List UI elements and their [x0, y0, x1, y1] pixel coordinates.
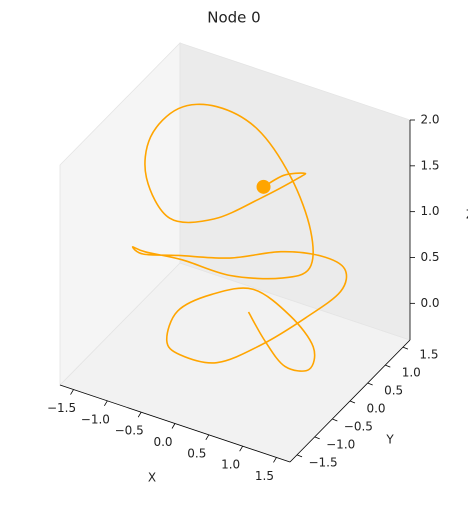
x-tick-label: −1.0 — [81, 412, 110, 426]
x-tick-label: −1.5 — [47, 401, 76, 415]
x-tick-label: −0.5 — [115, 424, 144, 438]
trajectory-line — [131, 103, 348, 372]
y-tick — [402, 346, 409, 350]
x-tick-label: 1.5 — [255, 469, 274, 483]
y-tick-label: 1.0 — [402, 366, 421, 380]
y-tick-label: 0.5 — [384, 384, 403, 398]
chart-title: Node 0 — [207, 9, 260, 27]
x-tick — [70, 389, 74, 395]
y-tick — [332, 418, 338, 422]
x-axis-label: X — [148, 471, 156, 485]
x-tick-label: 0.5 — [187, 446, 206, 460]
z-axis-label: Z — [466, 208, 468, 222]
trajectory-marker — [256, 179, 271, 194]
z-tick-label: 0.0 — [420, 296, 439, 310]
x-tick — [205, 434, 210, 441]
z-tick-label: 1.0 — [420, 204, 439, 218]
x-tick — [273, 457, 277, 463]
y-tick-label: 0.0 — [366, 402, 385, 416]
z-tick-label: 1.5 — [420, 158, 439, 172]
y-tick-label: −1.5 — [308, 455, 337, 469]
y-tick — [296, 454, 303, 458]
x-tick — [104, 400, 108, 407]
y-tick — [314, 436, 320, 440]
y-tick-label: −1.0 — [326, 437, 355, 451]
x-tick — [171, 423, 176, 429]
x-tick — [239, 445, 243, 452]
z-tick-label: 0.5 — [420, 250, 439, 264]
y-tick — [367, 382, 373, 386]
y-tick — [349, 400, 356, 404]
x-tick-label: 0.0 — [153, 435, 172, 449]
y-tick — [385, 364, 391, 368]
y-axis-label: Y — [385, 433, 394, 447]
x-tick-label: 1.0 — [221, 458, 240, 472]
y-tick-label: 1.5 — [419, 348, 438, 362]
y-tick-label: −0.5 — [344, 419, 373, 433]
z-tick-label: 2.0 — [420, 113, 439, 127]
x-tick — [137, 411, 142, 418]
